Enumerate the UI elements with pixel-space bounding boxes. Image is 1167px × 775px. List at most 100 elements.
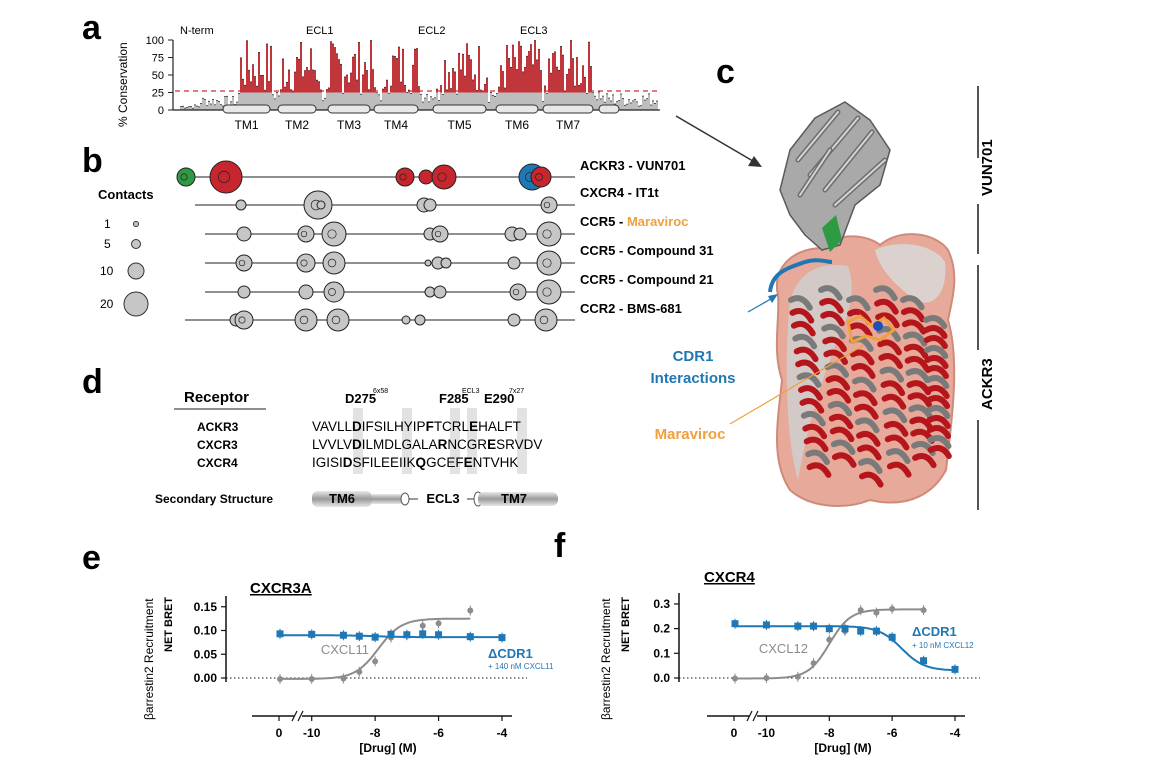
data-point-ligand bbox=[308, 675, 315, 682]
helix-turn bbox=[823, 349, 848, 365]
helix-turn bbox=[873, 285, 898, 302]
vun701-label: VUN701 bbox=[979, 139, 996, 196]
conservation-bar bbox=[636, 101, 638, 110]
contact-circle bbox=[440, 257, 452, 269]
data-point-ligand bbox=[857, 607, 864, 614]
conservation-bar bbox=[412, 92, 414, 110]
tm-helix-box bbox=[327, 104, 371, 114]
conservation-bar-high bbox=[402, 49, 404, 93]
conservation-bar-high bbox=[484, 84, 486, 93]
conservation-bar bbox=[574, 92, 576, 110]
row-label-ccr5-compound21: CCR5 - Compound 21 bbox=[580, 272, 714, 287]
panel-f-plot: 0.0 0.1 0.2 0.3 0 -10 -8 -6 -4 bbox=[653, 593, 980, 740]
contact-circle-inner bbox=[328, 288, 336, 296]
contact-circle bbox=[418, 169, 434, 185]
conservation-bar-high bbox=[538, 49, 540, 93]
conservation-bar bbox=[192, 108, 194, 110]
conservation-bar bbox=[202, 98, 204, 110]
conservation-bar bbox=[318, 92, 320, 110]
conservation-bar-high bbox=[588, 42, 590, 93]
conservation-bar-high bbox=[510, 67, 512, 93]
conservation-bar bbox=[252, 92, 254, 110]
conservation-bar-high bbox=[416, 48, 418, 93]
helix-turn bbox=[924, 365, 949, 379]
conservation-bar-high bbox=[470, 59, 472, 93]
data-point-ligand bbox=[467, 607, 474, 614]
conservation-bar bbox=[306, 92, 308, 110]
contact-circle bbox=[509, 283, 527, 301]
conservation-bar bbox=[326, 92, 328, 110]
conservation-bar bbox=[472, 92, 474, 110]
conservation-bar bbox=[476, 92, 478, 110]
conservation-bar bbox=[250, 92, 252, 110]
conservation-bar-high bbox=[358, 42, 360, 93]
conservation-bar bbox=[540, 92, 542, 110]
conservation-bar bbox=[460, 92, 462, 110]
row-label-ackr3-vun701: ACKR3 - VUN701 bbox=[580, 158, 685, 173]
conservation-bar bbox=[458, 92, 460, 110]
conservation-bar bbox=[384, 92, 386, 110]
conservation-bar bbox=[608, 98, 610, 110]
contact-circle bbox=[431, 164, 457, 190]
conservation-bar-high bbox=[286, 82, 288, 93]
conservation-bar-high bbox=[528, 51, 530, 93]
conservation-bar bbox=[592, 92, 594, 110]
chart-axis-break bbox=[746, 710, 753, 722]
contact-circle bbox=[507, 313, 521, 327]
conservation-bar bbox=[464, 92, 466, 110]
contact-circle bbox=[423, 198, 437, 212]
conservation-bar bbox=[300, 92, 302, 110]
conservation-bar bbox=[442, 94, 444, 110]
helix-turn bbox=[879, 366, 905, 383]
contact-circle-inner bbox=[331, 315, 341, 325]
data-point-ligand bbox=[732, 675, 738, 682]
data-point-mutant bbox=[888, 633, 896, 641]
data-point-mutant bbox=[857, 627, 865, 635]
contact-circle-inner bbox=[299, 315, 309, 325]
curve-ligand bbox=[280, 617, 471, 680]
cdr1-interactions-label: Interactions bbox=[650, 370, 735, 387]
conservation-bar-high bbox=[356, 80, 358, 93]
conservation-bar-high bbox=[346, 75, 348, 93]
conservation-bar bbox=[354, 92, 356, 110]
conservation-bar bbox=[518, 92, 520, 110]
conservation-bar-high bbox=[398, 47, 400, 93]
panel-f-chart: CXCR4 βarrestin2 Recruitment NET BRET [D… bbox=[599, 569, 980, 755]
helix-turn bbox=[881, 393, 907, 410]
conservation-bar bbox=[520, 92, 522, 110]
conservation-bar-high bbox=[302, 76, 304, 93]
conservation-bar-high bbox=[350, 73, 352, 93]
helix-turn bbox=[799, 398, 825, 414]
legend-circle-1 bbox=[133, 221, 139, 227]
panel-a-chart: % Conservation 0 25 50 75 100 N-term ECL1 EC… bbox=[116, 25, 660, 132]
tm-label-1: TM1 bbox=[235, 118, 259, 132]
conservation-bar bbox=[290, 92, 292, 110]
conservation-bar-high bbox=[502, 71, 504, 93]
conservation-bar bbox=[544, 92, 546, 110]
conservation-bar bbox=[394, 92, 396, 110]
conservation-bar-high bbox=[246, 40, 248, 93]
conservation-bar bbox=[482, 92, 484, 110]
data-point-mutant bbox=[810, 622, 818, 630]
data-point-mutant bbox=[371, 633, 379, 641]
conservation-bar-high bbox=[330, 41, 332, 93]
conservation-bar-high bbox=[512, 45, 514, 93]
conservation-bar bbox=[556, 92, 558, 110]
conservation-bar bbox=[364, 92, 366, 110]
cdr1-label: CDR1 bbox=[673, 348, 714, 365]
contact-circle-inner bbox=[542, 258, 552, 268]
conservation-bar bbox=[624, 105, 626, 110]
conservation-bar-high bbox=[260, 75, 262, 93]
data-point-ligand bbox=[372, 658, 379, 665]
data-point-mutant bbox=[920, 657, 928, 665]
conservation-bar bbox=[488, 102, 490, 110]
helix-turn bbox=[826, 388, 852, 404]
conservation-bar bbox=[304, 92, 306, 110]
contact-circle bbox=[296, 253, 316, 273]
conservation-bar bbox=[576, 92, 578, 110]
conservation-bar-high bbox=[472, 79, 474, 93]
tm-label-4: TM4 bbox=[384, 118, 408, 132]
conservation-bar bbox=[470, 92, 472, 110]
contact-circle bbox=[431, 225, 449, 243]
